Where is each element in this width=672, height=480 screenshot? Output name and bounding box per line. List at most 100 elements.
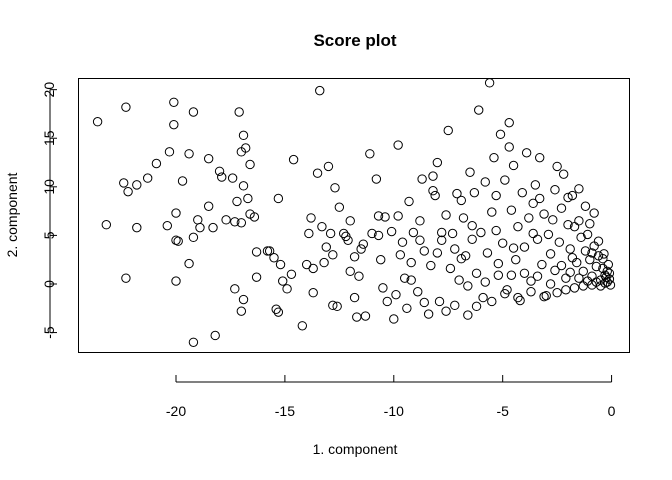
data-point bbox=[352, 312, 362, 322]
data-point bbox=[567, 253, 578, 263]
x-tick-label: -15 bbox=[275, 403, 295, 419]
data-point bbox=[447, 228, 458, 239]
data-point bbox=[162, 220, 172, 231]
data-point bbox=[432, 248, 443, 258]
data-point bbox=[173, 236, 183, 246]
data-point bbox=[169, 119, 179, 130]
data-point bbox=[230, 217, 240, 227]
data-point bbox=[121, 102, 131, 112]
data-point bbox=[227, 173, 238, 183]
data-point bbox=[306, 213, 316, 223]
data-point bbox=[249, 212, 260, 222]
data-point bbox=[376, 254, 386, 265]
data-point bbox=[585, 219, 595, 229]
data-point bbox=[203, 201, 214, 211]
data-point bbox=[489, 152, 499, 163]
data-point bbox=[593, 236, 604, 246]
data-point bbox=[513, 292, 523, 303]
data-point bbox=[184, 258, 194, 269]
data-point bbox=[393, 140, 403, 150]
data-point bbox=[545, 249, 556, 259]
data-point bbox=[123, 186, 133, 197]
data-point bbox=[408, 227, 419, 238]
data-point bbox=[484, 78, 495, 88]
data-point bbox=[428, 171, 438, 181]
x-axis-label: 1. component bbox=[313, 441, 398, 457]
data-point bbox=[317, 221, 327, 232]
data-point bbox=[574, 184, 584, 194]
data-point bbox=[467, 220, 477, 231]
data-point bbox=[230, 284, 240, 294]
data-point bbox=[423, 309, 434, 319]
data-point bbox=[587, 271, 597, 281]
data-point bbox=[221, 215, 231, 225]
data-point bbox=[354, 271, 364, 281]
data-point bbox=[450, 244, 460, 254]
data-point bbox=[119, 178, 129, 188]
data-point bbox=[328, 300, 338, 311]
data-point bbox=[349, 292, 360, 303]
data-point bbox=[450, 300, 460, 311]
data-point bbox=[508, 160, 519, 171]
data-point bbox=[386, 226, 397, 237]
data-point bbox=[599, 249, 609, 259]
data-point bbox=[304, 228, 314, 239]
data-point bbox=[528, 228, 538, 239]
data-point bbox=[345, 216, 355, 226]
data-point bbox=[578, 281, 588, 291]
data-point bbox=[177, 176, 188, 186]
data-point bbox=[214, 166, 225, 176]
data-point bbox=[476, 227, 486, 238]
data-point bbox=[487, 207, 497, 217]
data-point bbox=[101, 220, 112, 230]
data-point bbox=[550, 185, 560, 195]
data-point bbox=[556, 260, 567, 271]
data-point bbox=[545, 279, 556, 289]
data-point bbox=[521, 148, 532, 158]
data-point bbox=[349, 252, 360, 262]
data-point bbox=[539, 291, 549, 302]
y-axis: -5 0 5 10 15 20 bbox=[41, 82, 57, 339]
data-point bbox=[240, 143, 251, 153]
data-point bbox=[393, 211, 403, 221]
data-point bbox=[565, 244, 575, 254]
data-point bbox=[552, 161, 562, 172]
data-point bbox=[528, 198, 538, 209]
data-point bbox=[188, 232, 199, 243]
data-point bbox=[273, 307, 284, 317]
data-point bbox=[532, 234, 543, 244]
data-point bbox=[550, 265, 560, 276]
data-point bbox=[171, 276, 181, 286]
data-point bbox=[395, 250, 406, 260]
data-point bbox=[454, 275, 464, 285]
data-point bbox=[358, 239, 369, 249]
data-point bbox=[572, 257, 582, 268]
data-point bbox=[419, 297, 429, 308]
data-point bbox=[580, 246, 591, 256]
data-point bbox=[497, 238, 508, 248]
y-axis-label: 2. component bbox=[4, 172, 20, 257]
data-point bbox=[243, 193, 253, 204]
data-point bbox=[282, 284, 292, 294]
data-point bbox=[271, 304, 281, 314]
x-axis: -20 -15 -10 -5 0 bbox=[166, 375, 616, 419]
data-point bbox=[404, 196, 414, 207]
data-point bbox=[465, 167, 475, 177]
data-point bbox=[371, 174, 382, 184]
data-point bbox=[565, 267, 575, 278]
data-point bbox=[132, 222, 142, 233]
data-point bbox=[325, 228, 336, 239]
data-point bbox=[402, 303, 412, 313]
data-point bbox=[188, 337, 199, 347]
data-point bbox=[417, 174, 427, 184]
data-point bbox=[487, 296, 497, 307]
data-point bbox=[171, 208, 181, 218]
data-point bbox=[415, 216, 425, 226]
data-point bbox=[456, 254, 467, 264]
data-point bbox=[478, 292, 488, 303]
data-point bbox=[338, 228, 349, 239]
data-point bbox=[491, 190, 501, 201]
data-point bbox=[330, 183, 340, 193]
data-point bbox=[208, 222, 218, 233]
data-point bbox=[245, 159, 255, 170]
